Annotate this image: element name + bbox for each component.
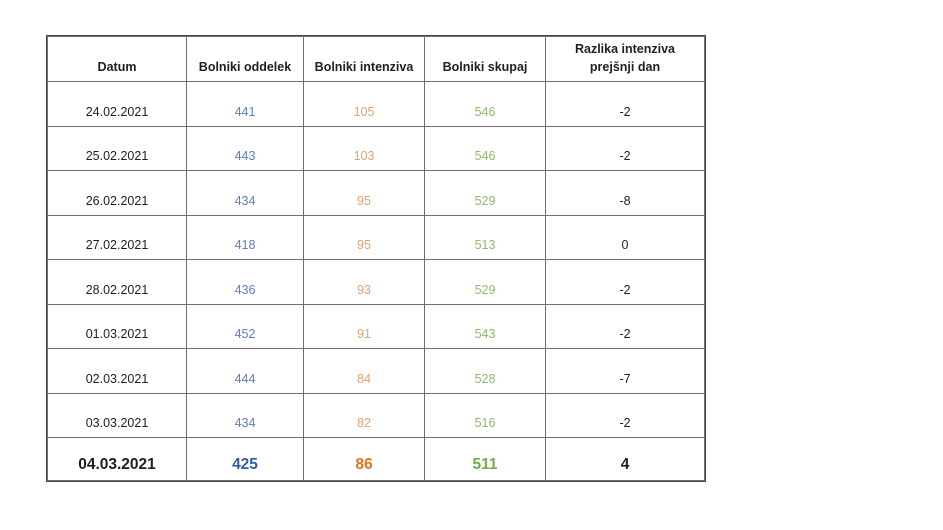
cell-razlika: -2 [545, 259, 705, 305]
cell-bolniki-intenziva: 95 [303, 214, 425, 260]
column-header-datum: Datum [47, 36, 187, 82]
cell-razlika: -2 [545, 125, 705, 171]
cell-razlika: -2 [545, 303, 705, 349]
cell-bolniki-intenziva: 84 [303, 348, 425, 394]
cell-bolniki-oddelek: 434 [186, 170, 304, 216]
column-header-bolniki-intenziva: Bolniki intenziva [303, 36, 425, 82]
cell-datum: 04.03.2021 [47, 437, 187, 481]
cell-razlika: -2 [545, 81, 705, 127]
cell-bolniki-oddelek: 434 [186, 392, 304, 438]
cell-bolniki-skupaj: 511 [424, 437, 546, 481]
table-row: 27.02.2021 418 95 513 0 [47, 214, 705, 260]
cell-bolniki-skupaj: 529 [424, 170, 546, 216]
table-row: 01.03.2021 452 91 543 -2 [47, 303, 705, 349]
cell-datum: 25.02.2021 [47, 125, 187, 171]
table-row: 02.03.2021 444 84 528 -7 [47, 348, 705, 394]
cell-bolniki-intenziva: 93 [303, 259, 425, 305]
cell-bolniki-intenziva: 82 [303, 392, 425, 438]
cell-bolniki-skupaj: 543 [424, 303, 546, 349]
cell-bolniki-oddelek: 418 [186, 214, 304, 260]
table-row: 03.03.2021 434 82 516 -2 [47, 392, 705, 438]
cell-datum: 26.02.2021 [47, 170, 187, 216]
table-row: 25.02.2021 443 103 546 -2 [47, 125, 705, 171]
cell-datum: 28.02.2021 [47, 259, 187, 305]
cell-bolniki-intenziva: 95 [303, 170, 425, 216]
table-row: 28.02.2021 436 93 529 -2 [47, 259, 705, 305]
cell-bolniki-intenziva: 105 [303, 81, 425, 127]
cell-bolniki-oddelek: 452 [186, 303, 304, 349]
cell-bolniki-skupaj: 513 [424, 214, 546, 260]
table-row-latest: 04.03.2021 425 86 511 4 [47, 437, 705, 481]
cell-bolniki-oddelek: 436 [186, 259, 304, 305]
cell-bolniki-skupaj: 546 [424, 81, 546, 127]
cell-bolniki-skupaj: 516 [424, 392, 546, 438]
table-container: Datum Bolniki oddelek Bolniki intenziva … [46, 35, 706, 482]
cell-bolniki-oddelek: 444 [186, 348, 304, 394]
cell-razlika: -2 [545, 392, 705, 438]
hospital-patients-table: Datum Bolniki oddelek Bolniki intenziva … [47, 36, 705, 481]
cell-bolniki-oddelek: 425 [186, 437, 304, 481]
cell-datum: 03.03.2021 [47, 392, 187, 438]
column-header-razlika-intenziva: Razlika intenziva prejšnji dan [545, 36, 705, 82]
cell-razlika: -7 [545, 348, 705, 394]
column-header-bolniki-skupaj: Bolniki skupaj [424, 36, 546, 82]
cell-bolniki-intenziva: 86 [303, 437, 425, 481]
table-row: 26.02.2021 434 95 529 -8 [47, 170, 705, 216]
cell-bolniki-oddelek: 441 [186, 81, 304, 127]
cell-datum: 24.02.2021 [47, 81, 187, 127]
cell-datum: 27.02.2021 [47, 214, 187, 260]
cell-bolniki-skupaj: 528 [424, 348, 546, 394]
cell-razlika: 0 [545, 214, 705, 260]
cell-bolniki-intenziva: 91 [303, 303, 425, 349]
cell-bolniki-oddelek: 443 [186, 125, 304, 171]
table-row: 24.02.2021 441 105 546 -2 [47, 81, 705, 127]
column-header-bolniki-oddelek: Bolniki oddelek [186, 36, 304, 82]
cell-razlika: -8 [545, 170, 705, 216]
cell-razlika: 4 [545, 437, 705, 481]
cell-bolniki-skupaj: 529 [424, 259, 546, 305]
header-row: Datum Bolniki oddelek Bolniki intenziva … [47, 36, 705, 82]
cell-datum: 02.03.2021 [47, 348, 187, 394]
cell-bolniki-skupaj: 546 [424, 125, 546, 171]
cell-datum: 01.03.2021 [47, 303, 187, 349]
cell-bolniki-intenziva: 103 [303, 125, 425, 171]
